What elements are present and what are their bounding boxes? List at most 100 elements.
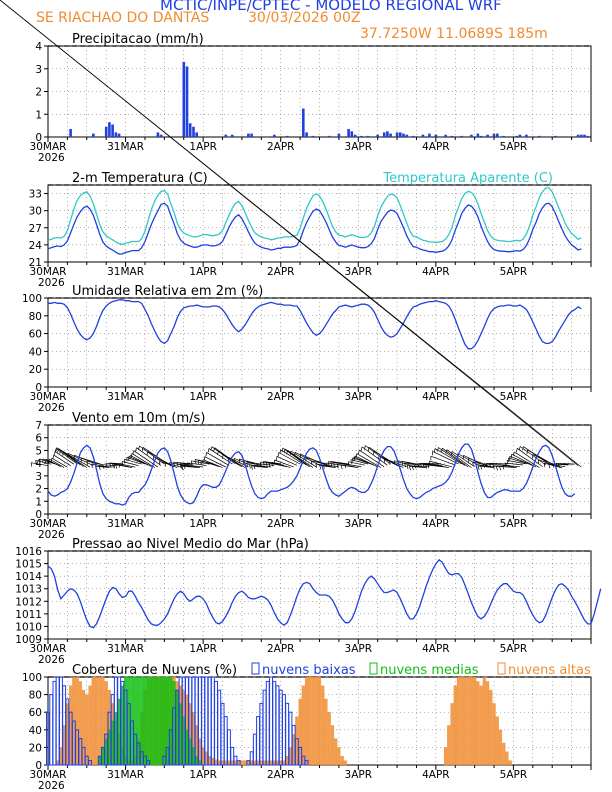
wind-barb-flag — [86, 460, 88, 465]
precip-bar — [250, 133, 253, 137]
x-tick-label: 4APR — [422, 391, 450, 403]
wind-barb — [315, 463, 333, 468]
precip-bar — [188, 123, 192, 137]
cloud-mid-bar — [162, 676, 166, 766]
wind-barb-flag — [434, 448, 436, 453]
panel-title: Precipitacao (mm/h) — [72, 32, 204, 47]
wind-barb — [67, 452, 94, 466]
wind-barb — [191, 460, 210, 465]
x-tick-label: 2APR — [267, 769, 295, 781]
cloud-high-bar — [443, 747, 448, 766]
wind-barb — [492, 464, 511, 466]
y-tick-label: 80 — [29, 690, 42, 702]
precip-bar — [185, 66, 189, 137]
wind-barb-flag — [130, 453, 133, 458]
wind-barb — [287, 450, 314, 468]
x-tick-label: 1APR — [189, 391, 217, 403]
precip-bar — [305, 132, 308, 137]
wind-barb-flag — [489, 463, 492, 468]
y-tick-label: 1014 — [15, 571, 42, 583]
wind-barb-flag — [378, 455, 380, 460]
x-tick-label: 4APR — [422, 643, 450, 655]
wind-barb-flag — [277, 452, 279, 457]
cloud-low-bar — [304, 760, 309, 766]
precip-bar — [554, 135, 557, 137]
wind-barb-flag — [323, 464, 325, 469]
precip-bar — [273, 134, 276, 137]
y-tick-label: 80 — [29, 311, 42, 323]
precip-bar — [382, 132, 386, 137]
wind-barb — [95, 465, 110, 468]
cloud-low-bar — [272, 680, 277, 766]
wind-speed-line — [47, 443, 576, 506]
wind-barb — [118, 463, 136, 468]
wind-barb — [0, 0, 582, 468]
wind-barb — [457, 453, 479, 466]
precip-bar — [538, 135, 541, 137]
y-tick-label: 7 — [35, 420, 42, 432]
cloud-high-bar — [340, 756, 344, 766]
precip-bar — [479, 135, 483, 137]
wind-barb-flag — [102, 464, 105, 469]
x-tick-label: 3APR — [345, 518, 373, 530]
precip-bar — [515, 135, 518, 137]
wind-barb-flag — [445, 449, 448, 454]
x-tick-label: 1APR — [189, 141, 217, 153]
wind-barb — [246, 462, 262, 466]
cloud-high-bar — [343, 760, 347, 766]
cloud-high-bar — [308, 676, 312, 766]
wind-barb-flag — [555, 463, 558, 468]
wind-barb-flag — [310, 460, 313, 465]
precip-bar — [502, 135, 505, 137]
precip-bar — [195, 132, 198, 137]
y-tick-label: 1009 — [15, 634, 42, 646]
wind-barb-flag — [333, 462, 335, 467]
precip-bar — [496, 133, 499, 137]
wind-barb-flag — [210, 446, 213, 451]
wind-barb — [401, 461, 417, 465]
precip-bar — [450, 135, 454, 137]
wind-barb — [202, 459, 223, 468]
wind-barb-flag — [480, 465, 483, 470]
wind-barb-flag — [173, 462, 175, 467]
y-tick-label: 0 — [35, 132, 42, 144]
y-tick-label: 27 — [29, 223, 42, 235]
wind-barb-flag — [358, 450, 360, 455]
precip-bar — [337, 133, 341, 137]
wind-barb-flag — [187, 462, 189, 467]
wind-barb-flag — [48, 458, 50, 463]
wind-barb-flag — [281, 447, 284, 452]
legend-cloud-1: nuvens medias — [380, 663, 479, 678]
precip-bar — [421, 134, 425, 137]
precip-bar — [327, 135, 331, 137]
wind-barb-flag — [217, 450, 219, 455]
cloud-low-bar — [236, 760, 241, 766]
y-tick-label: 0 — [35, 509, 42, 521]
wind-barb — [341, 464, 359, 468]
wind-barb-flag — [350, 459, 352, 464]
wind-barb — [276, 456, 298, 466]
cloud-high-bar — [88, 685, 92, 766]
wind-barb — [257, 463, 275, 466]
wind-barb-flag — [91, 463, 93, 468]
x-tick-label: 3APR — [345, 643, 373, 655]
wind-barb-flag — [518, 446, 521, 451]
precip-bar — [182, 61, 186, 137]
cloud-high-bar — [502, 742, 506, 766]
wind-barb — [31, 462, 49, 467]
wind-barb-flag — [499, 466, 502, 471]
cloud-low-bar — [262, 689, 267, 766]
panel-frame-0 — [47, 45, 592, 138]
wind-barb-flag — [427, 463, 430, 468]
precip-bar — [470, 134, 473, 137]
wind-barb-flag — [367, 447, 370, 452]
cloud-mid-bar — [159, 676, 163, 766]
wind-barb-flag — [253, 465, 256, 470]
y-tick-label: 5 — [35, 445, 42, 457]
wind-barb — [54, 451, 75, 465]
wind-barb-flag — [506, 460, 509, 465]
cloud-high-bar — [301, 685, 305, 766]
cloud-high-bar — [321, 685, 325, 766]
cloud-high-bar — [453, 685, 457, 766]
precip-bar — [302, 108, 305, 137]
